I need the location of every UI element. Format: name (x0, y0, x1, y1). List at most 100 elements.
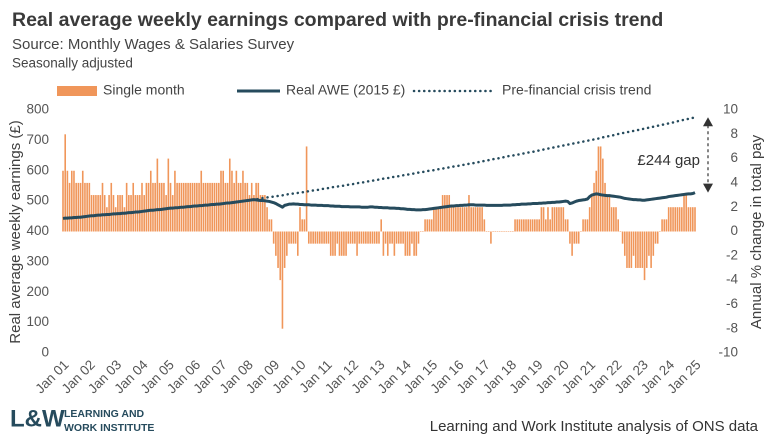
bar (114, 207, 117, 232)
bar (299, 207, 301, 232)
bar (281, 231, 284, 329)
y-tick-label: 100 (26, 314, 49, 329)
bar (538, 219, 540, 232)
bar (634, 231, 637, 268)
bar (503, 231, 505, 232)
bar (211, 182, 214, 232)
logo-line: WORK INSTITUTE (64, 422, 154, 434)
bar (496, 231, 499, 232)
bar (509, 231, 512, 232)
y-tick-label: 700 (26, 132, 49, 147)
bar (542, 207, 545, 232)
bar (367, 231, 369, 244)
bar (378, 231, 380, 244)
bar (575, 231, 578, 244)
bar (307, 231, 310, 244)
bar (663, 219, 666, 232)
bar (487, 231, 490, 232)
bar (571, 231, 573, 256)
bar (564, 219, 567, 232)
bar (294, 231, 297, 244)
bar (340, 231, 343, 256)
bar (395, 231, 398, 244)
bar (92, 195, 95, 232)
bar (369, 231, 372, 244)
bar (529, 219, 532, 232)
bar (272, 231, 275, 244)
y2-axis-label: Annual % change in total pay (748, 134, 765, 329)
chart-title: Real average weekly earnings compared wi… (12, 9, 663, 31)
logo-mark: L&W (10, 405, 65, 432)
bar (580, 231, 582, 232)
bar (448, 195, 451, 232)
bar (562, 207, 565, 232)
bar (428, 219, 431, 232)
bar (586, 219, 589, 232)
bar (270, 219, 273, 232)
bar (358, 231, 361, 244)
bar (406, 231, 409, 256)
bar (244, 182, 246, 232)
gap-arrowhead (703, 183, 713, 193)
bar (667, 207, 670, 232)
bar (623, 231, 626, 256)
bar (415, 231, 418, 256)
bar (288, 231, 290, 244)
bar (566, 219, 569, 232)
bar (593, 182, 595, 232)
bar (676, 207, 679, 232)
bar (152, 182, 154, 232)
legend-label: Single month (103, 82, 185, 98)
bar (632, 231, 635, 256)
bar (66, 170, 69, 232)
bar (613, 207, 615, 232)
bar (641, 231, 644, 268)
bar (461, 207, 464, 232)
bar (544, 219, 547, 232)
bar (365, 231, 367, 244)
bar (255, 182, 257, 232)
bar (685, 195, 688, 232)
y-tick-label: 200 (26, 284, 49, 299)
bar (312, 231, 314, 244)
bar (687, 207, 690, 232)
y2-tick-label: -8 (726, 320, 738, 335)
bar (325, 231, 328, 244)
bar (459, 207, 461, 232)
bar (527, 219, 530, 232)
bar (380, 219, 382, 232)
bar (226, 182, 229, 232)
bar (654, 231, 657, 244)
y-tick-label: 0 (41, 345, 49, 360)
bar (402, 231, 404, 244)
line (246, 116, 697, 202)
bar (672, 207, 674, 232)
bar (125, 182, 128, 232)
bar (599, 146, 602, 232)
bar (659, 231, 661, 232)
bar (452, 207, 455, 232)
y2-tick-label: 10 (723, 102, 738, 117)
bar (683, 195, 685, 232)
y-axis-label: Real average weekly earnings (£) (7, 120, 24, 343)
bar (582, 219, 584, 232)
bar (422, 231, 424, 232)
bar (279, 231, 282, 281)
bar (617, 219, 619, 232)
bar (154, 182, 156, 232)
bar (558, 207, 560, 232)
bar (174, 170, 176, 232)
bar (507, 231, 510, 232)
bar (301, 219, 303, 232)
bar (246, 182, 249, 232)
bar (123, 207, 126, 232)
bar (595, 170, 598, 232)
bar (413, 231, 415, 256)
bar (520, 219, 523, 232)
bar (239, 182, 242, 232)
bar (347, 231, 350, 244)
bar (626, 231, 628, 268)
legend-label: Pre-financial crisis trend (502, 82, 651, 98)
annotation: £244 gap (637, 152, 700, 169)
